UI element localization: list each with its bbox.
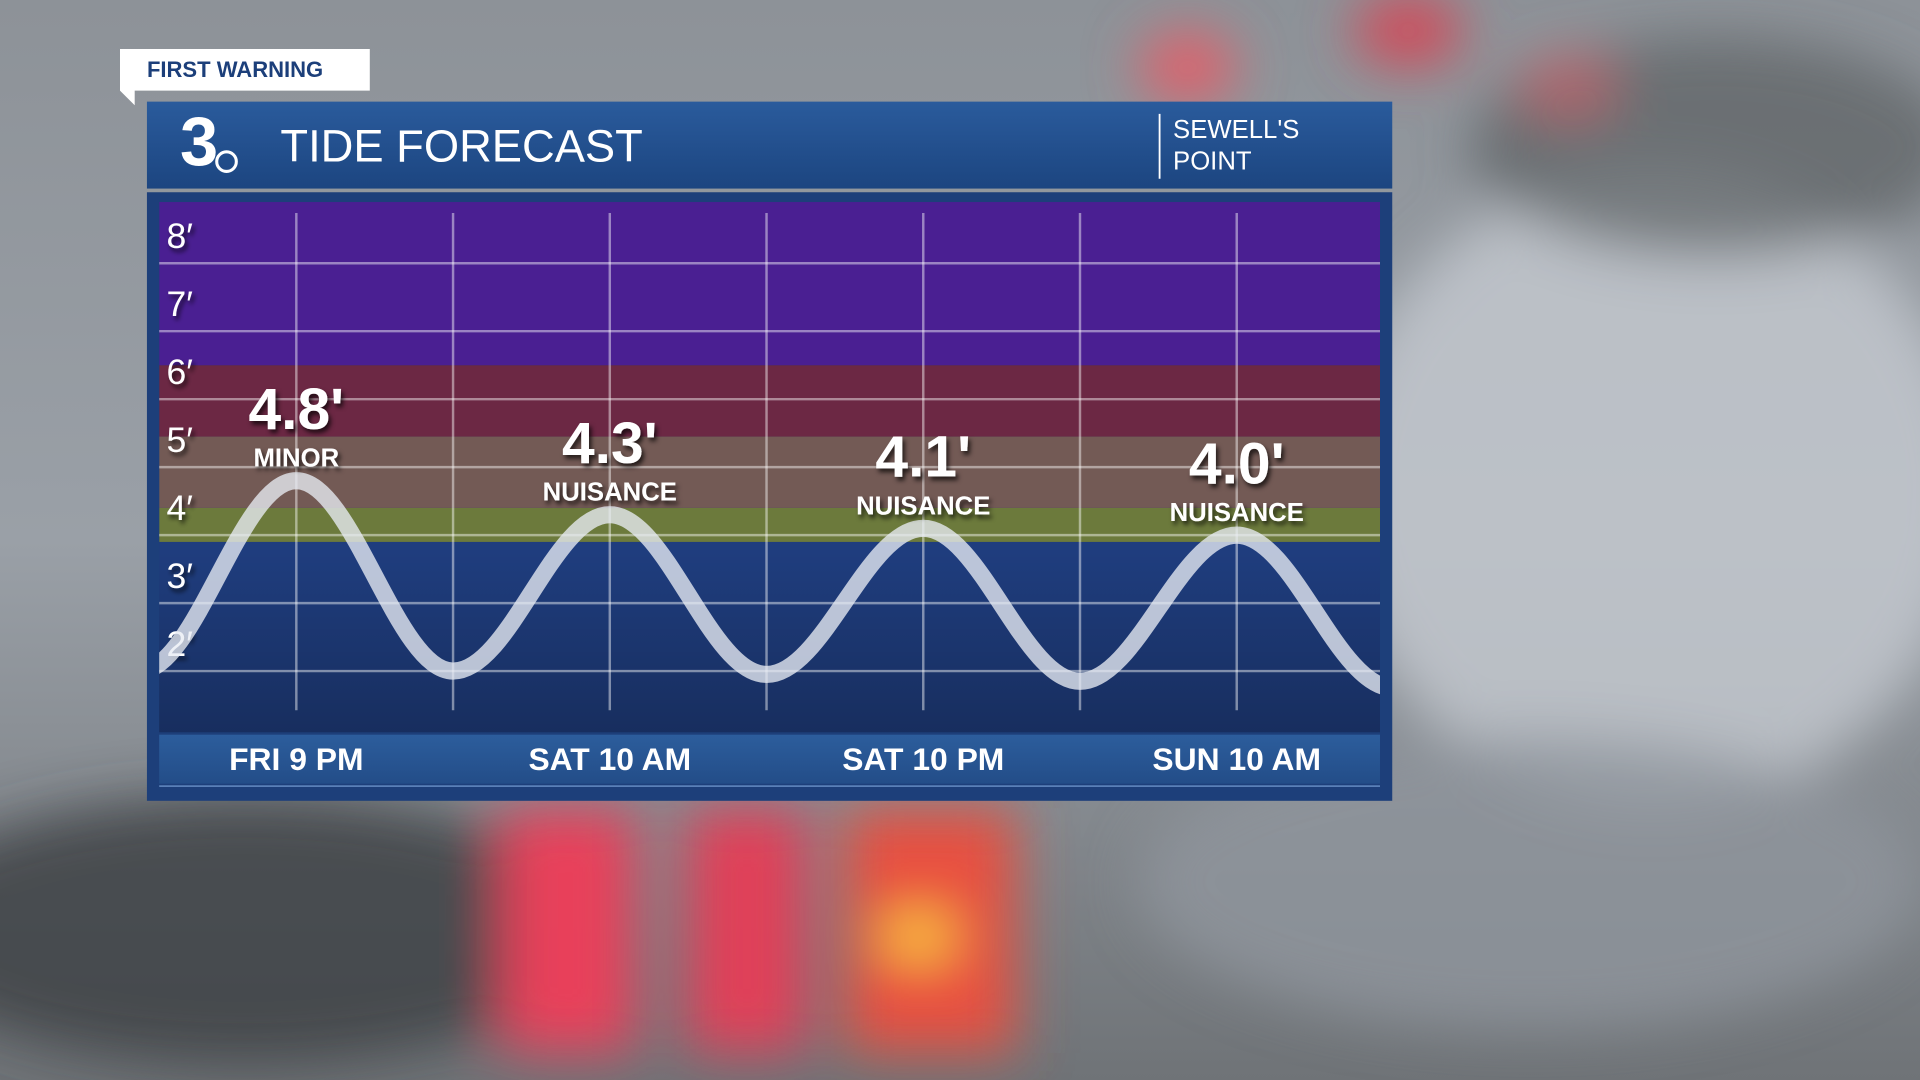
logo: 3: [180, 103, 218, 180]
line-group: [159, 472, 1380, 695]
flood-band: [159, 436, 1380, 508]
level-label: NUISANCE: [1170, 499, 1304, 527]
chart-title: TIDE FORECAST: [280, 120, 642, 171]
y-tick-label: 5′: [167, 420, 193, 460]
x-tick-label: FRI 9 PM: [229, 741, 363, 777]
flood-band: [159, 365, 1380, 437]
badge: FIRST WARNING: [120, 48, 370, 106]
value-label: 4.3': [562, 411, 658, 476]
x-axis-bar: [159, 734, 1380, 784]
y-tick-label: 6′: [167, 352, 193, 392]
location-line: SEWELL'S: [1173, 116, 1299, 144]
x-tick-label: SUN 10 AM: [1152, 741, 1321, 777]
y-tick-label: 3′: [167, 556, 193, 596]
flood-band: [159, 202, 1380, 366]
tide-line: [159, 472, 1380, 695]
level-label: MINOR: [253, 445, 339, 473]
x-tick-label: SAT 10 AM: [528, 741, 691, 777]
y-tick-label: 7′: [167, 284, 193, 324]
x-tick-label: SAT 10 PM: [842, 741, 1004, 777]
value-label: 4.8': [248, 377, 344, 442]
y-tick-label: 4′: [167, 488, 193, 528]
value-label: 4.0': [1189, 431, 1285, 496]
location-line: POINT: [1173, 148, 1252, 176]
logo-eye: [215, 150, 238, 173]
badge-text: FIRST WARNING: [147, 57, 323, 82]
y-tick-label: 8′: [167, 216, 193, 256]
level-label: NUISANCE: [543, 479, 677, 507]
level-label: NUISANCE: [856, 492, 990, 520]
header: 3 TIDE FORECAST SEWELL'S POINT: [146, 101, 1393, 189]
value-label: 4.1': [875, 425, 971, 490]
plot-shade: [159, 551, 1380, 733]
